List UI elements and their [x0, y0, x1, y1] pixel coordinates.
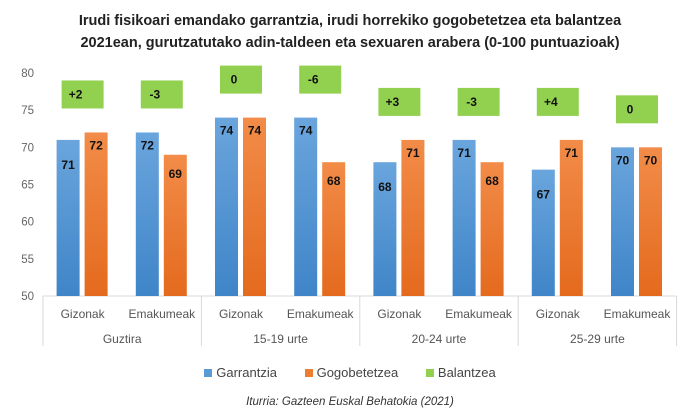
x-tick-label: Emakumeak — [287, 307, 355, 321]
y-tick-label: 70 — [21, 142, 34, 154]
data-label: 69 — [169, 167, 183, 181]
legend: Garrantzia Gogobetetzea Balantzea — [0, 365, 700, 380]
y-tick-label: 60 — [21, 217, 34, 229]
balantzea-box — [140, 80, 183, 109]
bar-gogobetetzea — [480, 162, 504, 296]
x-tick-label: Gizonak — [536, 307, 581, 321]
data-label: 70 — [644, 153, 658, 167]
data-label: 68 — [327, 174, 341, 188]
balantzea-box — [220, 65, 262, 94]
group-label: Guztira — [103, 332, 142, 346]
legend-item-gogobetetzea: Gogobetetzea — [304, 365, 399, 380]
chart-title-line-2: 2021ean, gurutzatutako adin-taldeen eta … — [80, 35, 620, 51]
chart-title-line-1: Irudi fisikoari emandako garrantzia, iru… — [78, 13, 622, 29]
x-tick-label: Gizonak — [219, 307, 264, 321]
balantzea-box — [61, 80, 104, 109]
bar-gogobetetzea — [401, 139, 425, 296]
y-tick-label: 55 — [21, 254, 34, 266]
x-tick-label: Gizonak — [377, 307, 422, 321]
bar-garrantzia — [294, 117, 318, 296]
balantzea-label: -6 — [308, 73, 319, 87]
chart-title: Irudi fisikoari emandako garrantzia, iru… — [0, 10, 700, 54]
data-label: 68 — [378, 180, 392, 194]
balantzea-box — [299, 65, 342, 94]
bar-chart: 50 55 60 65 70 75 80 Gizonak 71 72 +2 Emakumeak 72 69… — [21, 65, 678, 346]
legend-label: Gogobetetzea — [316, 365, 399, 380]
x-tick-label: Emakumeak — [604, 307, 672, 321]
balantzea-box — [536, 87, 579, 116]
bar-gogobetetzea — [559, 139, 583, 296]
legend-item-garrantzia: Garrantzia — [204, 365, 277, 380]
bar-gogobetetzea — [163, 154, 187, 296]
balantzea-box — [378, 87, 421, 116]
y-tick-label: 75 — [21, 105, 34, 117]
group-label: 25-29 urte — [570, 332, 625, 346]
bar-garrantzia — [373, 162, 397, 296]
data-label: 71 — [61, 158, 75, 172]
bar-gogobetetzea — [243, 117, 266, 296]
bar-garrantzia — [215, 117, 238, 296]
group-label: 20-24 urte — [412, 332, 467, 346]
bar-garrantzia — [531, 169, 555, 296]
balantzea-label: +4 — [544, 95, 558, 109]
x-tick-label: Emakumeak — [128, 307, 196, 321]
data-label: 67 — [537, 188, 551, 202]
bar-garrantzia — [611, 147, 634, 296]
bar-garrantzia — [56, 139, 80, 296]
data-label: 74 — [248, 124, 262, 138]
legend-item-balantzea: Balantzea — [425, 365, 496, 380]
bar-garrantzia — [452, 139, 476, 296]
bar-gogobetetzea — [322, 162, 346, 296]
legend-label: Garrantzia — [216, 365, 277, 380]
data-label: 74 — [299, 124, 313, 138]
x-tick-label: Emakumeak — [445, 307, 513, 321]
data-label: 68 — [485, 174, 499, 188]
legend-label: Balantzea — [437, 365, 496, 380]
data-label: 71 — [457, 146, 471, 160]
y-tick-label: 65 — [21, 180, 34, 192]
y-tick-label: 80 — [21, 68, 34, 80]
group-label: 15-19 urte — [253, 332, 308, 346]
balantzea-label: -3 — [466, 95, 477, 109]
y-tick-label: 50 — [21, 291, 34, 303]
balantzea-box — [616, 95, 658, 124]
x-tick-label: Gizonak — [61, 307, 106, 321]
data-label: 72 — [141, 138, 155, 152]
bar-garrantzia — [135, 132, 159, 296]
bar-gogobetetzea — [639, 147, 662, 296]
balantzea-label: 0 — [627, 102, 634, 116]
data-label: 70 — [616, 153, 630, 167]
balantzea-label: +3 — [386, 95, 400, 109]
data-label: 72 — [89, 138, 103, 152]
data-label: 71 — [565, 146, 579, 160]
data-label: 71 — [406, 146, 420, 160]
bar-gogobetetzea — [84, 132, 108, 296]
balantzea-label: 0 — [231, 73, 238, 87]
balantzea-box — [457, 87, 500, 116]
balantzea-label: +2 — [69, 87, 83, 101]
balantzea-label: -3 — [149, 87, 160, 101]
data-label: 74 — [220, 124, 234, 138]
source-note: Iturria: Gazteen Euskal Behatokia (2021) — [246, 396, 454, 408]
